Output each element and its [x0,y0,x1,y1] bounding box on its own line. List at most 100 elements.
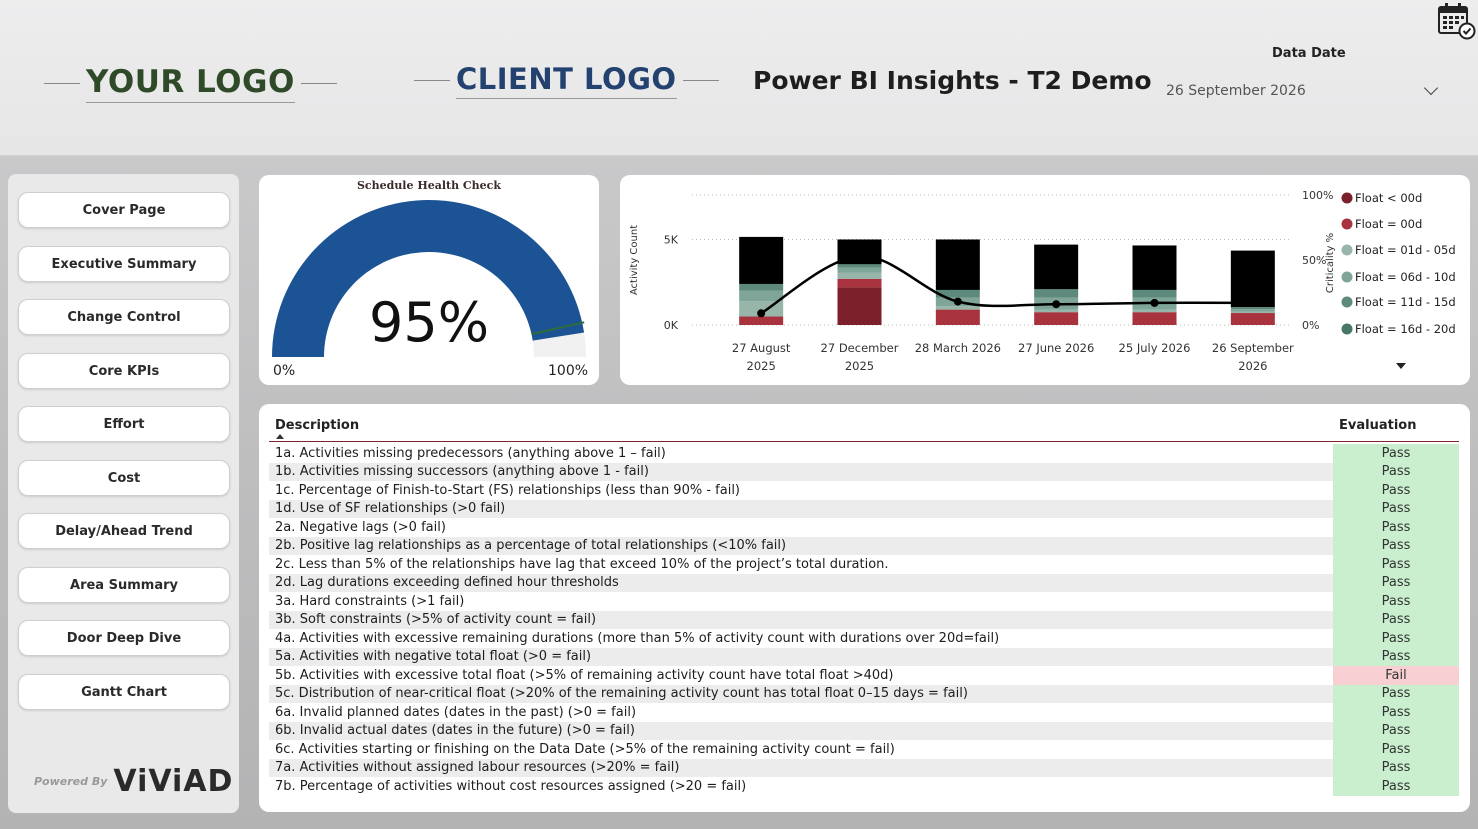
bar-segment[interactable] [1132,312,1177,325]
bar-segment[interactable] [935,309,980,325]
table-row[interactable]: 5a. Activities with negative total float… [269,647,1459,666]
table-row[interactable]: 6c. Activities starting or finishing on … [269,740,1459,759]
bar-segment[interactable] [837,267,882,273]
bar-segment[interactable] [1034,289,1079,298]
row-evaluation: Fail [1333,666,1459,685]
bar-segment[interactable] [739,284,784,291]
nav-panel: Cover Page Executive Summary Change Cont… [8,174,239,813]
nav-button-effort[interactable]: Effort [18,406,230,442]
x-tick-label: 27 August 2025 [732,341,791,373]
legend-label[interactable]: Float < 00d [1355,191,1422,205]
nav-button-cost[interactable]: Cost [18,460,230,496]
legend-label[interactable]: Float = 06d - 10d [1355,270,1456,284]
table-row[interactable]: 1d. Use of SF relationships (>0 fail) Pas… [269,499,1459,518]
row-evaluation: Pass [1333,536,1459,555]
legend-marker[interactable] [1341,218,1353,230]
bar-segment[interactable] [837,287,882,325]
sort-ascending-icon[interactable] [276,434,284,439]
bar-segment[interactable] [739,290,784,302]
table-row[interactable]: 1b. Activities missing successors (anyth… [269,462,1459,481]
nav-button-gantt-chart[interactable]: Gantt Chart [18,674,230,710]
table-body: 1a. Activities missing predecessors (any… [269,444,1459,796]
bar-segment[interactable] [1230,309,1275,312]
bar-segment[interactable] [1034,289,1079,290]
criticality-point[interactable] [1150,298,1159,307]
bar-segment[interactable] [837,278,882,288]
criticality-point[interactable] [1248,298,1257,307]
bar-segment[interactable] [1132,309,1177,313]
your-logo-text: YOUR LOGO [86,64,295,103]
nav-button-core-kpis[interactable]: Core KPIs [18,353,230,389]
bar-segment[interactable] [739,316,784,325]
row-evaluation: Pass [1333,758,1459,777]
bar-segment[interactable] [837,264,882,268]
schedule-health-gauge-card[interactable]: Schedule Health Check 95% 0% 100% [259,175,599,385]
table-row[interactable]: 6a. Invalid planned dates (dates in the … [269,703,1459,722]
bar-segment[interactable] [837,272,882,279]
nav-button-change-control[interactable]: Change Control [18,299,230,335]
bar-segment[interactable] [739,283,784,285]
legend-marker[interactable] [1341,192,1353,204]
bar-segment[interactable] [739,236,784,284]
column-header-evaluation[interactable]: Evaluation [1339,418,1417,433]
criticality-point[interactable] [757,309,766,318]
table-row[interactable]: 3b. Soft constraints (>5% of activity co… [269,610,1459,629]
bar-segment[interactable] [1230,250,1275,308]
nav-button-door-deep-dive[interactable]: Door Deep Dive [18,620,230,656]
legend-marker[interactable] [1341,323,1353,335]
table-row[interactable]: 3a. Hard constraints (>1 fail) Pass [269,592,1459,611]
chevron-down-icon[interactable] [1423,80,1439,96]
table-row[interactable]: 2a. Negative lags (>0 fail) Pass [269,518,1459,537]
row-evaluation: Pass [1333,610,1459,629]
nav-button-executive-summary[interactable]: Executive Summary [18,246,230,282]
legend-label[interactable]: Float = 11d - 15d [1355,295,1456,309]
vivad-logo: ViViAD [113,764,234,799]
table-row[interactable]: 2b. Positive lag relationships as a perc… [269,536,1459,555]
table-row[interactable]: 4a. Activities with excessive remaining … [269,629,1459,648]
float-trend-chart-card[interactable]: 0K 5K Activity Count 0% 50% 100% Criticality %… [620,175,1470,385]
client-logo-text: CLIENT LOGO [456,62,677,99]
table-row[interactable]: 1c. Percentage of Finish-to-Start (FS) r… [269,481,1459,500]
bar-segment[interactable] [1034,309,1079,313]
bar-segment[interactable] [1230,313,1275,325]
table-row[interactable]: 7a. Activities without assigned labour r… [269,758,1459,777]
table-row[interactable]: 5c. Distribution of near-critical float … [269,684,1459,703]
bar-segment[interactable] [1132,289,1177,298]
legend-label[interactable]: Float = 00d [1355,217,1422,231]
table-row[interactable]: 2d. Lag durations exceeding defined hour… [269,573,1459,592]
bar-segment[interactable] [935,239,980,290]
bar-segment[interactable] [1230,307,1275,310]
bar-segment[interactable] [1132,245,1177,290]
more-legend-icon[interactable] [1396,363,1406,369]
legend-marker[interactable] [1341,296,1353,308]
legend-label[interactable]: Float = 01d - 05d [1355,243,1456,257]
row-description: 3a. Hard constraints (>1 fail) [275,593,465,609]
bar-segment[interactable] [1034,244,1079,290]
bar-segment[interactable] [1034,312,1079,325]
column-header-description[interactable]: Description [275,418,360,433]
row-description: 6c. Activities starting or finishing on … [275,741,895,757]
nav-button-delay-ahead-trend[interactable]: Delay/Ahead Trend [18,513,230,549]
data-date-dropdown[interactable]: 26 September 2026 [1160,76,1450,106]
page-title: Power BI Insights - T2 Demo [753,66,1152,95]
criticality-point[interactable] [855,252,864,261]
data-date-label: Data Date [1272,46,1346,61]
legend-marker[interactable] [1341,271,1353,283]
criticality-point[interactable] [953,297,962,306]
legend-label[interactable]: Float = 16d - 20d [1355,322,1456,336]
table-row[interactable]: 2c. Less than 5% of the relationships ha… [269,555,1459,574]
bar-segment[interactable] [935,289,980,298]
bar-segment[interactable] [935,306,980,310]
legend-marker[interactable] [1341,244,1353,256]
table-row[interactable]: 7b. Percentage of activities without cos… [269,777,1459,796]
table-row[interactable]: 5b. Activities with excessive total floa… [269,666,1459,685]
criticality-point[interactable] [1052,300,1061,309]
nav-button-cover-page[interactable]: Cover Page [18,192,230,228]
nav-button-area-summary[interactable]: Area Summary [18,567,230,603]
row-evaluation: Pass [1333,721,1459,740]
table-row[interactable]: 1a. Activities missing predecessors (any… [269,444,1459,463]
table-row[interactable]: 6b. Invalid actual dates (dates in the f… [269,721,1459,740]
bar-segment[interactable] [1230,311,1275,314]
calendar-check-icon[interactable] [1438,2,1476,40]
client-logo: CLIENT LOGO [414,62,719,99]
